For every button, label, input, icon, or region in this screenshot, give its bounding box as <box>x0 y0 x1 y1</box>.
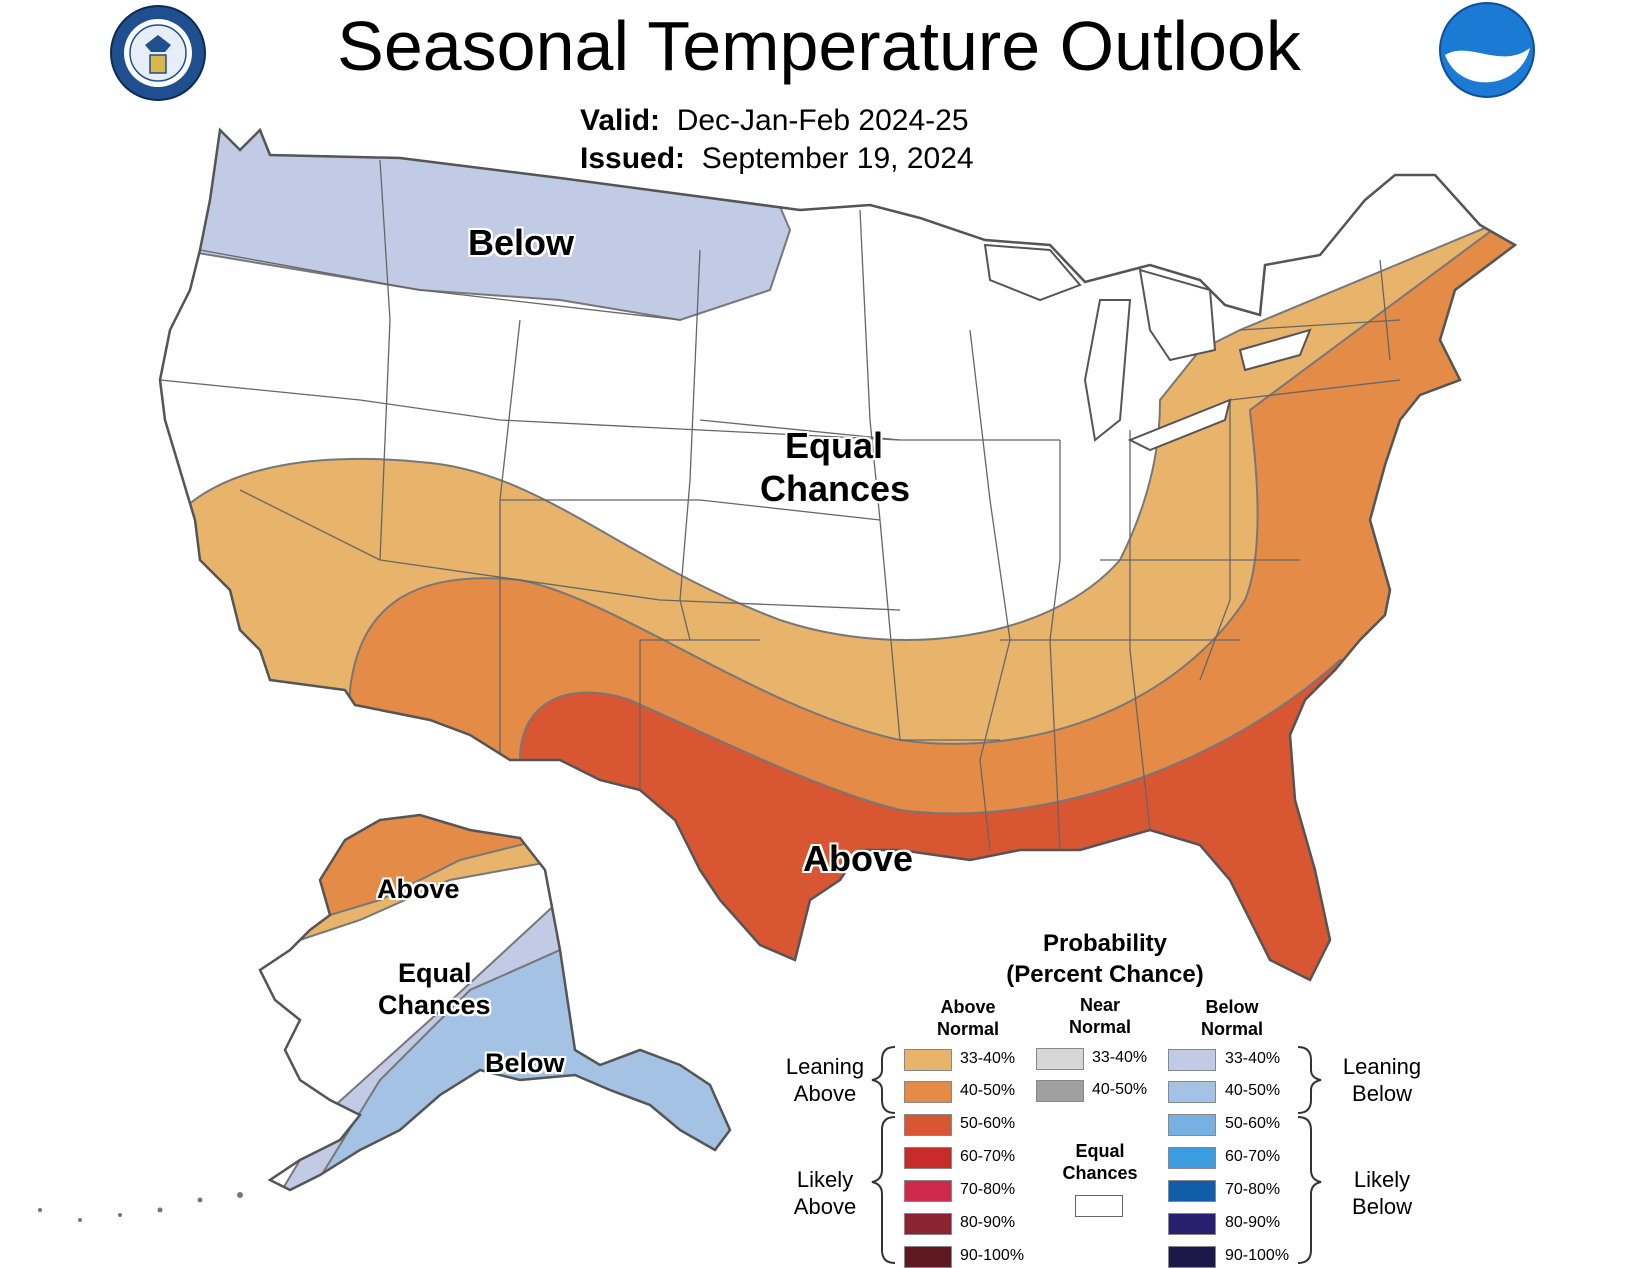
equal-chances-swatch <box>1075 1195 1123 1217</box>
leaning-below-label: Leaning Below <box>1322 1053 1442 1107</box>
legend-title: Probability <box>1042 930 1168 957</box>
likely-above-label: Likely Above <box>765 1166 885 1220</box>
below-head-line-2: Normal <box>1200 1019 1263 1039</box>
likely-above-line-2: Above <box>793 1194 857 1219</box>
near-label-40-50: 40-50% <box>1092 1081 1148 1098</box>
above-label-50-60: 50-60% <box>960 1115 1016 1132</box>
above-label-70-80: 70-80% <box>960 1181 1016 1198</box>
below-swatch-33-40 <box>1168 1049 1216 1071</box>
above-label-40-50: 40-50% <box>960 1082 1016 1099</box>
near-swatch-40-50 <box>1036 1080 1084 1102</box>
noaa-logo-icon <box>1439 2 1535 98</box>
valid-line: Valid: Dec-Jan-Feb 2024-25 <box>580 104 969 138</box>
near-swatch-33-40 <box>1036 1048 1084 1070</box>
leaning-below-line-2: Below <box>1352 1081 1412 1106</box>
above-swatch-60-70 <box>904 1147 952 1169</box>
equal-chances-heading: Equal Chances <box>1040 1140 1160 1184</box>
below-label-90-100: 90-100% <box>1225 1247 1290 1264</box>
conus-above-label: Above <box>803 838 914 879</box>
above-swatch-40-50 <box>904 1081 952 1103</box>
below-label-50-60: 50-60% <box>1225 1115 1281 1132</box>
equal-line-2: Chances <box>1062 1163 1138 1183</box>
leaning-above-label: Leaning Above <box>765 1053 885 1107</box>
page-title: Seasonal Temperature Outlook <box>337 7 1301 85</box>
above-normal-heading: Above Normal <box>908 996 1028 1040</box>
alaska-below-label: Below <box>485 1048 565 1078</box>
below-swatch-50-60 <box>1168 1114 1216 1136</box>
above-swatch-33-40 <box>904 1049 952 1071</box>
above-head-line-2: Normal <box>936 1019 999 1039</box>
below-label-70-80: 70-80% <box>1225 1181 1281 1198</box>
below-swatch-60-70 <box>1168 1147 1216 1169</box>
above-swatch-90-100 <box>904 1246 952 1268</box>
near-label-33-40: 33-40% <box>1092 1049 1148 1066</box>
above-label-80-90: 80-90% <box>960 1214 1016 1231</box>
conus-equal-label: Equal <box>785 425 884 466</box>
leaning-below-line-1: Leaning <box>1342 1054 1422 1079</box>
likely-below-line-2: Below <box>1352 1194 1412 1219</box>
below-swatch-80-90 <box>1168 1213 1216 1235</box>
above-label-90-100: 90-100% <box>960 1247 1025 1264</box>
below-label-33-40: 33-40% <box>1225 1050 1281 1067</box>
alaska-above-label: Above <box>377 874 460 904</box>
legend-subtitle: (Percent Chance) <box>1006 961 1204 988</box>
near-head-line-2: Normal <box>1068 1017 1131 1037</box>
below-label-60-70: 60-70% <box>1225 1148 1281 1165</box>
equal-line-1: Equal <box>1075 1141 1125 1161</box>
above-swatch-50-60 <box>904 1114 952 1136</box>
valid-label: Valid: <box>580 104 661 137</box>
conus-chances-label: Chances <box>760 468 911 509</box>
issued-line: Issued: September 19, 2024 <box>580 142 974 176</box>
near-normal-heading: Near Normal <box>1040 994 1160 1038</box>
below-label-80-90: 80-90% <box>1225 1214 1281 1231</box>
conus-below-label: Below <box>468 222 575 263</box>
above-head-line-1: Above <box>940 997 996 1017</box>
alaska-equal-label: Equal <box>398 958 472 988</box>
issued-label: Issued: <box>580 142 686 175</box>
valid-value: Dec-Jan-Feb 2024-25 <box>676 104 969 137</box>
above-label-33-40: 33-40% <box>960 1050 1016 1067</box>
below-swatch-40-50 <box>1168 1081 1216 1103</box>
near-head-line-1: Near <box>1079 995 1121 1015</box>
below-swatch-70-80 <box>1168 1180 1216 1202</box>
below-label-40-50: 40-50% <box>1225 1082 1281 1099</box>
department-of-commerce-seal-icon <box>110 5 206 101</box>
leaning-above-line-1: Leaning <box>785 1054 865 1079</box>
issued-value: September 19, 2024 <box>701 142 974 175</box>
below-normal-heading: Below Normal <box>1172 996 1292 1040</box>
above-label-60-70: 60-70% <box>960 1148 1016 1165</box>
below-swatch-90-100 <box>1168 1246 1216 1268</box>
alaska-chances-label: Chances <box>378 990 491 1020</box>
likely-below-label: Likely Below <box>1322 1166 1442 1220</box>
above-swatch-80-90 <box>904 1213 952 1235</box>
leaning-above-line-2: Above <box>793 1081 857 1106</box>
below-head-line-1: Below <box>1205 997 1259 1017</box>
likely-above-line-1: Likely <box>796 1167 854 1192</box>
likely-below-line-1: Likely <box>1353 1167 1411 1192</box>
above-swatch-70-80 <box>904 1180 952 1202</box>
